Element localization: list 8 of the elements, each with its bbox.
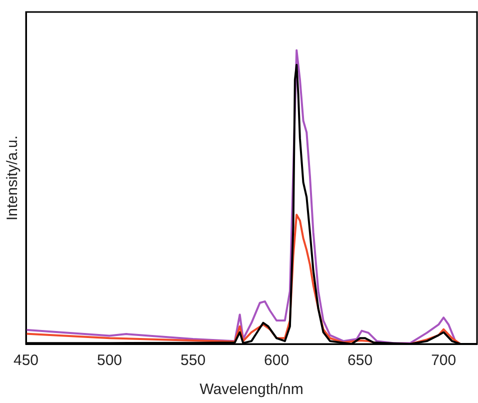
x-tick-label: 600: [264, 352, 290, 370]
x-tick-label: 450: [13, 352, 39, 370]
y-axis-title: Intensity/a.u.: [4, 135, 22, 221]
x-tick-label: 550: [180, 352, 206, 370]
x-axis-title: Wavelength/nm: [200, 381, 304, 398]
x-tick-label: 700: [431, 352, 456, 370]
x-tick-label: 650: [348, 352, 373, 370]
x-tick-label: 500: [97, 352, 122, 370]
